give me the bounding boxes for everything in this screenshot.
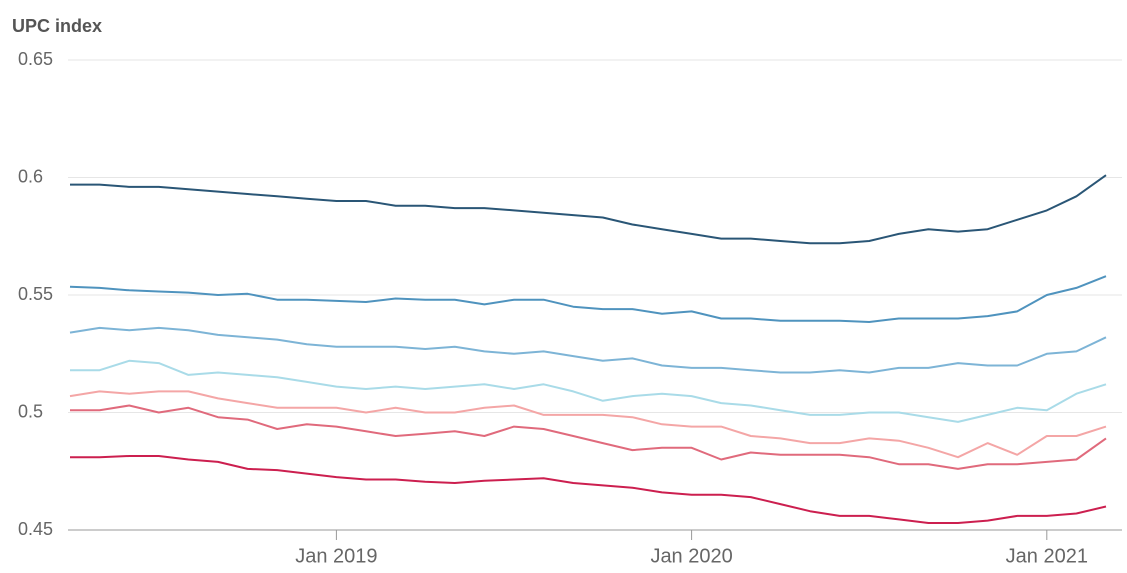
series-line: [70, 174, 1107, 245]
y-tick-label: 0.45: [18, 519, 53, 539]
y-tick-label: 0.6: [18, 166, 43, 186]
y-tick-label: 0.5: [18, 401, 43, 421]
y-tick-label: 0.65: [18, 49, 53, 69]
series-line: [70, 404, 1107, 470]
series-line: [69, 390, 1107, 459]
chart-title: UPC index: [12, 16, 102, 36]
y-tick-label: 0.55: [18, 284, 53, 304]
x-tick-label: Jan 2021: [1006, 545, 1088, 567]
series-line: [69, 326, 1107, 374]
series-line: [70, 359, 1107, 423]
series-line: [69, 275, 1107, 323]
series-line: [70, 455, 1107, 524]
x-tick-label: Jan 2020: [650, 545, 732, 567]
x-tick-label: Jan 2019: [295, 545, 377, 567]
